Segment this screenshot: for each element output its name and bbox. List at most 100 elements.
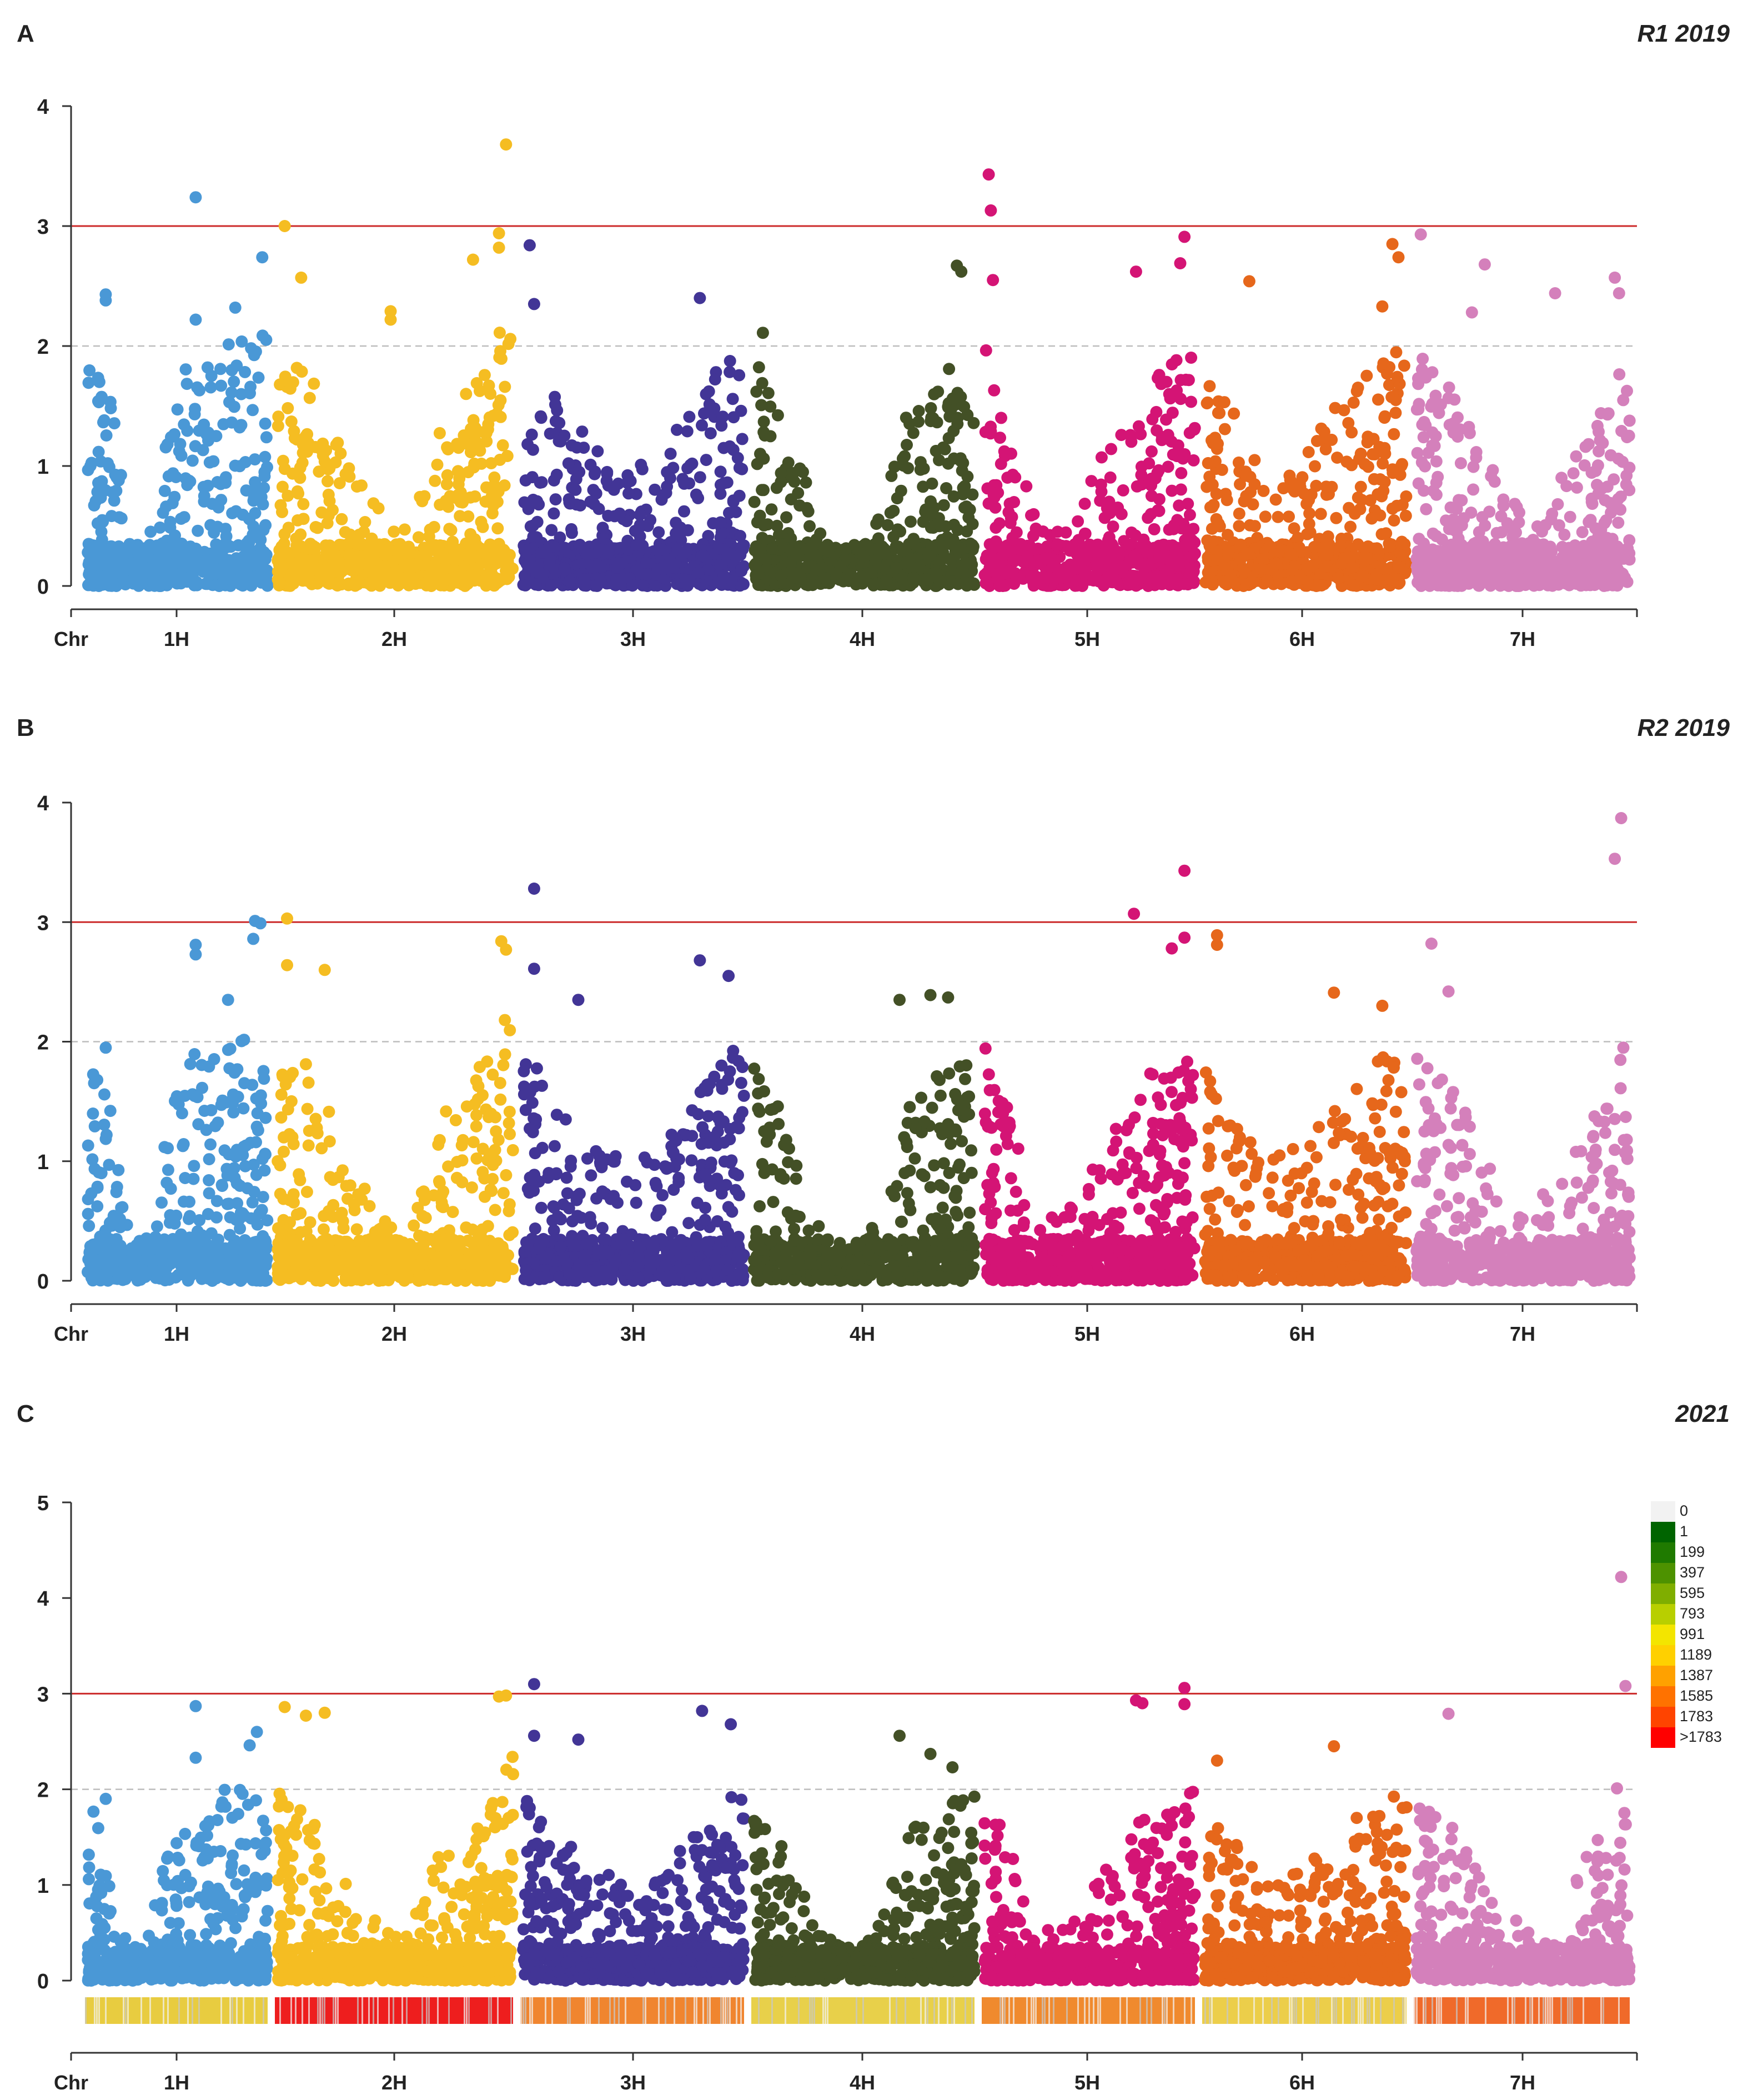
snp-point <box>235 335 248 348</box>
snp-point <box>724 365 736 378</box>
snp-point <box>104 1105 117 1117</box>
chromosome-3H-points <box>517 355 750 592</box>
snp-point <box>1593 445 1605 458</box>
snp-point <box>1585 495 1598 508</box>
snp-point <box>1179 373 1192 386</box>
snp-point <box>1248 454 1261 467</box>
snp-point <box>320 546 333 559</box>
snp-point <box>343 470 356 483</box>
snp-point <box>1210 488 1223 500</box>
snp-point <box>291 485 304 498</box>
snp-point <box>1454 457 1467 469</box>
snp-point <box>1468 549 1480 562</box>
snp-point <box>230 1144 243 1156</box>
snp-point <box>203 1060 215 1073</box>
snp-point <box>148 579 161 592</box>
snp-point <box>901 556 913 569</box>
snp-point <box>1519 578 1531 590</box>
peak-snp-point <box>229 301 242 314</box>
snp-point <box>1417 353 1429 365</box>
snp-point <box>480 435 493 448</box>
snp-point <box>453 465 465 478</box>
snp-point <box>937 441 950 454</box>
snp-point <box>460 388 473 400</box>
snp-point <box>110 471 123 484</box>
snp-point <box>272 419 284 432</box>
snp-point <box>594 573 607 586</box>
x-tick-label-4H: 4H <box>850 628 875 650</box>
snp-point <box>989 501 1002 514</box>
snp-point <box>443 573 456 586</box>
snp-point <box>1202 457 1214 469</box>
snp-point <box>284 382 297 395</box>
panel-letter: A <box>17 20 34 47</box>
snp-point <box>888 460 901 473</box>
snp-point <box>1389 394 1402 407</box>
snp-point <box>613 507 626 520</box>
snp-point <box>1614 503 1627 516</box>
snp-point <box>548 540 560 553</box>
snp-point <box>940 482 953 494</box>
snp-point <box>100 429 113 442</box>
snp-point <box>188 1048 201 1060</box>
snp-point <box>104 402 117 414</box>
snp-point <box>562 457 575 470</box>
snp-point <box>349 579 361 592</box>
snp-point <box>114 577 127 589</box>
snp-point <box>1228 407 1240 420</box>
snp-point <box>1085 475 1098 488</box>
snp-point <box>1270 558 1283 570</box>
snp-point <box>454 486 467 499</box>
snp-point <box>1620 469 1633 482</box>
snp-point <box>1210 513 1223 525</box>
snp-point <box>1303 518 1315 530</box>
snp-point <box>1430 530 1443 543</box>
snp-point <box>441 469 454 482</box>
snp-point <box>476 520 489 533</box>
snp-point <box>1315 579 1328 592</box>
snp-point <box>945 554 957 567</box>
snp-point <box>1507 528 1520 540</box>
snp-point <box>726 393 739 405</box>
snp-point <box>161 438 174 451</box>
snp-point <box>1203 470 1216 483</box>
snp-point <box>143 539 156 552</box>
snp-point <box>292 514 304 527</box>
snp-point <box>244 380 257 393</box>
snp-point <box>451 438 463 450</box>
snp-point <box>1131 480 1143 493</box>
snp-point <box>1201 397 1213 410</box>
chromosome-6H-points <box>1199 346 1413 592</box>
snp-point <box>574 499 586 512</box>
snp-point <box>714 516 727 529</box>
snp-point <box>1470 452 1483 464</box>
snp-point <box>277 454 289 467</box>
snp-point <box>1218 396 1230 409</box>
snp-point <box>191 1091 204 1104</box>
snp-point <box>1240 490 1253 502</box>
snp-point <box>1576 571 1589 584</box>
snp-point <box>1601 480 1614 493</box>
snp-point <box>175 449 188 462</box>
snp-point <box>158 1141 171 1154</box>
snp-point <box>250 1120 263 1133</box>
snp-point <box>1215 463 1228 476</box>
snp-point <box>793 499 806 512</box>
snp-point <box>709 373 721 386</box>
y-tick-label: 2 <box>37 335 49 359</box>
snp-point <box>456 496 469 509</box>
peak-snp-point <box>1386 238 1399 250</box>
snp-point <box>544 427 556 440</box>
snp-point <box>558 562 571 574</box>
snp-point <box>249 476 262 489</box>
snp-point <box>478 369 491 382</box>
snp-point <box>1203 540 1216 553</box>
peak-snp-point <box>1178 230 1191 243</box>
snp-point <box>865 566 878 579</box>
snp-point <box>294 528 307 541</box>
snp-point <box>757 519 770 532</box>
snp-point <box>1183 427 1196 439</box>
snp-point <box>1307 560 1319 573</box>
snp-point <box>412 531 425 544</box>
snp-point <box>1286 564 1299 577</box>
